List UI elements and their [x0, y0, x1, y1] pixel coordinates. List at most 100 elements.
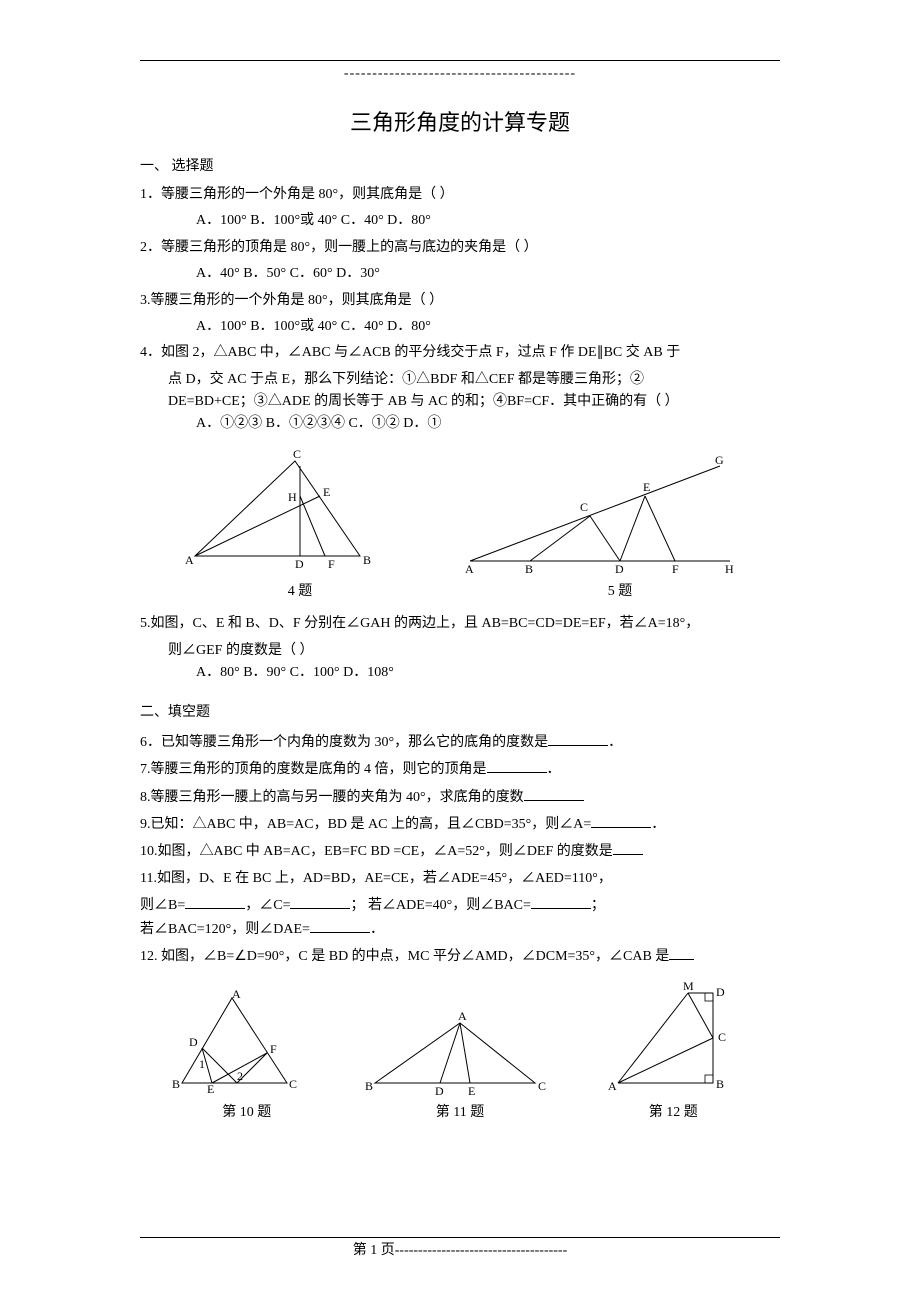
- question-6-end: ．: [608, 735, 622, 750]
- fig10-B: B: [172, 1077, 180, 1091]
- question-2: 2．等腰三角形的顶角是 80°，则一腰上的高与底边的夹角是（ ）: [140, 237, 780, 259]
- blank: [613, 840, 643, 855]
- question-4-line1: 4．如图 2，△ABC 中，∠ABC 与∠ACB 的平分线交于点 F，过点 F …: [140, 342, 780, 364]
- question-9-end: ．: [651, 817, 665, 832]
- question-5-options: A．80° B．90° C．100° D．108°: [140, 662, 780, 684]
- question-5-line2: 则∠GEF 的度数是（ ）: [140, 640, 780, 662]
- footer-page-text: 第 1 页: [353, 1243, 395, 1258]
- fig5-D: D: [615, 562, 624, 576]
- fig12-caption: 第 12 题: [649, 1102, 698, 1124]
- fig5-E: E: [643, 480, 650, 494]
- question-3: 3.等腰三角形的一个外角是 80°，则其底角是（ ）: [140, 290, 780, 312]
- figure-10: A B C D E F 1 2: [167, 988, 307, 1098]
- question-8-text: 8.等腰三角形一腰上的高与另一腰的夹角为 40°，求底角的度数: [140, 790, 524, 805]
- fig-captions-4-5: 4 题 5 题: [140, 581, 780, 603]
- fig10-2: 2: [237, 1069, 243, 1083]
- question-6: 6．已知等腰三角形一个内角的度数为 30°，那么它的底角的度数是 ．: [140, 731, 780, 754]
- question-11-line3: 若∠BAC=120°，则∠DAE= ．: [140, 918, 780, 941]
- question-11-line2: 则∠B= ，∠C= ； 若∠ADE=40°，则∠BAC= ；: [140, 894, 780, 917]
- q11-l3-a: 若∠BAC=120°，则∠DAE=: [140, 922, 310, 937]
- fig10-E: E: [207, 1082, 214, 1096]
- fig12-A: A: [608, 1079, 617, 1093]
- question-10: 10.如图，△ABC 中 AB=AC，EB=FC BD =CE，∠A=52°，则…: [140, 840, 780, 863]
- question-6-text: 6．已知等腰三角形一个内角的度数为 30°，那么它的底角的度数是: [140, 735, 548, 750]
- fig5-H: H: [725, 562, 734, 576]
- blank: [591, 813, 651, 828]
- fig-captions-10-11-12: 第 10 题 第 11 题 第 12 题: [140, 1102, 780, 1124]
- fig5-B: B: [525, 562, 533, 576]
- q11-l2-d: ；: [591, 898, 605, 913]
- footer-text-row: 第 1 页-----------------------------------…: [140, 1240, 780, 1262]
- fig4-E: E: [323, 485, 330, 499]
- question-7: 7.等腰三角形的顶角的度数是底角的 4 倍，则它的顶角是 ．: [140, 758, 780, 781]
- footer-dashes: -------------------------------------: [395, 1243, 568, 1258]
- fig4-B: B: [363, 553, 371, 567]
- top-dashes: ----------------------------------------…: [140, 63, 780, 85]
- question-2-options: A．40° B．50° C．60° D．30°: [140, 263, 780, 285]
- blank: [548, 731, 608, 746]
- q11-l2-a: 则∠B=: [140, 898, 185, 913]
- fig5-C: C: [580, 500, 588, 514]
- question-5-line1: 5.如图，C、E 和 B、D、F 分别在∠GAH 的两边上，且 AB=BC=CD…: [140, 613, 780, 635]
- question-9: 9.已知：△ABC 中，AB=AC，BD 是 AC 上的高，且∠CBD=35°，…: [140, 813, 780, 836]
- fig12-C: C: [718, 1030, 726, 1044]
- page: ----------------------------------------…: [0, 0, 920, 1302]
- question-1: 1．等腰三角形的一个外角是 80°，则其底角是（ ）: [140, 184, 780, 206]
- section-1-label: 一、 选择题: [140, 156, 780, 178]
- blank: [487, 758, 547, 773]
- fig4-H: H: [288, 490, 297, 504]
- blank: [524, 786, 584, 801]
- question-7-text: 7.等腰三角形的顶角的度数是底角的 4 倍，则它的顶角是: [140, 762, 487, 777]
- fig12-D: D: [716, 985, 725, 999]
- fig10-A: A: [232, 988, 241, 1001]
- question-4-line3: DE=BD+CE；③△ADE 的周长等于 AB 与 AC 的和；④BF=CF．其…: [140, 391, 780, 413]
- question-8: 8.等腰三角形一腰上的高与另一腰的夹角为 40°，求底角的度数: [140, 786, 780, 809]
- spacer: [140, 684, 780, 696]
- fig10-F: F: [270, 1042, 277, 1056]
- page-footer: 第 1 页-----------------------------------…: [140, 1237, 780, 1262]
- question-4-options: A．①②③ B．①②③④ C．①② D．①: [140, 413, 780, 435]
- fig10-1: 1: [199, 1057, 205, 1071]
- fig4-C: C: [293, 447, 301, 461]
- figure-4: A B C D E F H: [180, 446, 380, 576]
- fig10-D: D: [189, 1035, 198, 1049]
- section-2-label: 二、填空题: [140, 702, 780, 724]
- fig4-D: D: [295, 557, 304, 571]
- fig4-F: F: [328, 557, 335, 571]
- question-1-options: A．100° B．100°或 40° C．40° D．80°: [140, 210, 780, 232]
- fig4-A: A: [185, 553, 194, 567]
- q11-l3-b: ．: [370, 922, 384, 937]
- blank: [185, 894, 245, 909]
- fig11-C: C: [538, 1079, 546, 1093]
- question-9-text: 9.已知：△ABC 中，AB=AC，BD 是 AC 上的高，且∠CBD=35°，…: [140, 817, 591, 832]
- question-4-line2: 点 D，交 AC 于点 E，那么下列结论：①△BDF 和△CEF 都是等腰三角形…: [140, 369, 780, 391]
- fig11-A: A: [458, 1009, 467, 1023]
- fig10-C: C: [289, 1077, 297, 1091]
- top-rule: [140, 60, 780, 61]
- figures-row-10-11-12: A B C D E F 1 2 A B C D E: [140, 978, 780, 1098]
- question-12-text: 12. 如图，∠B=∠D=90°，C 是 BD 的中点，MC 平分∠AMD，∠D…: [140, 949, 669, 964]
- blank: [669, 945, 694, 960]
- figures-row-4-5: A B C D E F H A B C D E F G H: [140, 446, 780, 576]
- fig5-G: G: [715, 453, 724, 467]
- blank: [310, 918, 370, 933]
- fig11-E: E: [468, 1084, 475, 1098]
- fig11-caption: 第 11 题: [436, 1102, 484, 1124]
- fig10-caption: 第 10 题: [222, 1102, 271, 1124]
- question-3-options: A．100° B．100°或 40° C．40° D．80°: [140, 316, 780, 338]
- q11-l2-b: ，∠C=: [245, 898, 290, 913]
- fig5-F: F: [672, 562, 679, 576]
- figure-5: A B C D E F G H: [460, 446, 740, 576]
- q11-l2-c: ； 若∠ADE=40°，则∠BAC=: [350, 898, 530, 913]
- page-title: 三角形角度的计算专题: [140, 105, 780, 140]
- fig12-M: M: [683, 979, 694, 993]
- fig11-B: B: [365, 1079, 373, 1093]
- fig12-B: B: [716, 1077, 724, 1091]
- question-12: 12. 如图，∠B=∠D=90°，C 是 BD 的中点，MC 平分∠AMD，∠D…: [140, 945, 780, 968]
- blank: [290, 894, 350, 909]
- question-7-end: ．: [547, 762, 561, 777]
- fig5-A: A: [465, 562, 474, 576]
- footer-rule: [140, 1237, 780, 1238]
- figure-12: M D C B A: [603, 978, 753, 1098]
- question-10-text: 10.如图，△ABC 中 AB=AC，EB=FC BD =CE，∠A=52°，则…: [140, 844, 613, 859]
